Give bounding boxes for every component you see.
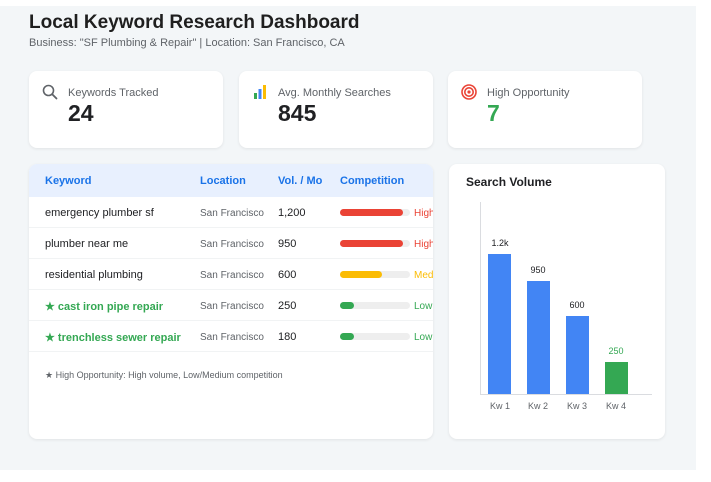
competition-bar (340, 302, 410, 309)
search-volume-chart: Search Volume 1.2k Kw 1 950 Kw 2 600 Kw … (449, 164, 665, 439)
table-row[interactable]: plumber near me San Francisco 950 High (29, 228, 433, 259)
bar-category-label: Kw 1 (489, 401, 510, 411)
competition-bar-fill (340, 302, 354, 309)
table-footnote: ★ High Opportunity: High volume, Low/Med… (45, 370, 283, 380)
column-header-keyword[interactable]: Keyword (45, 175, 92, 187)
location-cell: San Francisco (200, 301, 264, 312)
page-subtitle: Business: "SF Plumbing & Repair" | Locat… (29, 37, 345, 49)
competition-label: Low (414, 332, 433, 343)
location-cell: San Francisco (200, 239, 264, 250)
competition-label: High (414, 208, 433, 219)
chart-bar[interactable] (566, 316, 589, 394)
column-header-competition[interactable]: Competition (340, 175, 405, 187)
stat-value: 845 (278, 100, 317, 126)
chart-bar[interactable] (488, 254, 511, 394)
competition-bar (340, 333, 410, 340)
chart-bar-highlight[interactable] (605, 362, 628, 394)
bar-chart-icon (252, 84, 268, 100)
bar-category-label: Kw 4 (605, 401, 626, 411)
page-title: Local Keyword Research Dashboard (29, 12, 360, 33)
bar-value-label: 950 (530, 265, 546, 275)
bar-category-label: Kw 3 (566, 401, 587, 411)
keyword-cell: emergency plumber sf (45, 207, 154, 219)
column-header-location[interactable]: Location (200, 175, 246, 187)
table-header: Keyword Location Vol. / Mo Competition (29, 164, 433, 197)
stat-label: High Opportunity (487, 87, 570, 99)
competition-bar-fill (340, 271, 382, 278)
bar-value-label: 1.2k (491, 238, 509, 248)
competition-bar-fill (340, 333, 354, 340)
chart-y-axis (480, 202, 481, 395)
table-row[interactable]: residential plumbing San Francisco 600 M… (29, 259, 433, 290)
competition-label: Low (414, 301, 433, 312)
search-icon (42, 84, 58, 100)
keyword-cell: ★ cast iron pipe repair (45, 301, 164, 313)
volume-cell: 600 (278, 269, 297, 281)
stat-value: 24 (68, 100, 94, 126)
table-row-high-opportunity[interactable]: ★ trenchless sewer repair San Francisco … (29, 321, 433, 352)
stat-card-avg-monthly-searches: Avg. Monthly Searches 845 (239, 71, 433, 148)
competition-bar (340, 240, 410, 247)
volume-cell: 250 (278, 300, 297, 312)
table-row[interactable]: emergency plumber sf San Francisco 1,200… (29, 197, 433, 228)
competition-bar-fill (340, 240, 403, 247)
target-icon (461, 84, 477, 100)
chart-bar[interactable] (527, 281, 550, 394)
competition-bar (340, 209, 410, 216)
volume-cell: 950 (278, 238, 297, 250)
bar-value-label: 250 (608, 346, 624, 356)
location-cell: San Francisco (200, 332, 264, 343)
location-cell: San Francisco (200, 270, 264, 281)
column-header-volume[interactable]: Vol. / Mo (278, 175, 323, 187)
chart-title: Search Volume (466, 175, 552, 189)
volume-cell: 180 (278, 331, 297, 343)
stat-label: Avg. Monthly Searches (278, 87, 391, 99)
bar-category-label: Kw 2 (527, 401, 548, 411)
competition-label: Med (414, 270, 433, 281)
keyword-cell: residential plumbing (45, 269, 143, 281)
keyword-cell: plumber near me (45, 238, 129, 250)
competition-label: High (414, 239, 433, 250)
chart-x-axis (480, 394, 652, 395)
competition-bar-fill (340, 209, 403, 216)
location-cell: San Francisco (200, 208, 264, 219)
volume-cell: 1,200 (278, 207, 306, 219)
stat-value: 7 (487, 100, 500, 126)
stat-label: Keywords Tracked (68, 87, 159, 99)
bar-value-label: 600 (569, 300, 585, 310)
keyword-table: Keyword Location Vol. / Mo Competition e… (29, 164, 433, 439)
competition-bar (340, 271, 410, 278)
stat-card-high-opportunity: High Opportunity 7 (448, 71, 642, 148)
table-row-high-opportunity[interactable]: ★ cast iron pipe repair San Francisco 25… (29, 290, 433, 321)
stat-card-keywords-tracked: Keywords Tracked 24 (29, 71, 223, 148)
keyword-cell: ★ trenchless sewer repair (45, 332, 181, 344)
